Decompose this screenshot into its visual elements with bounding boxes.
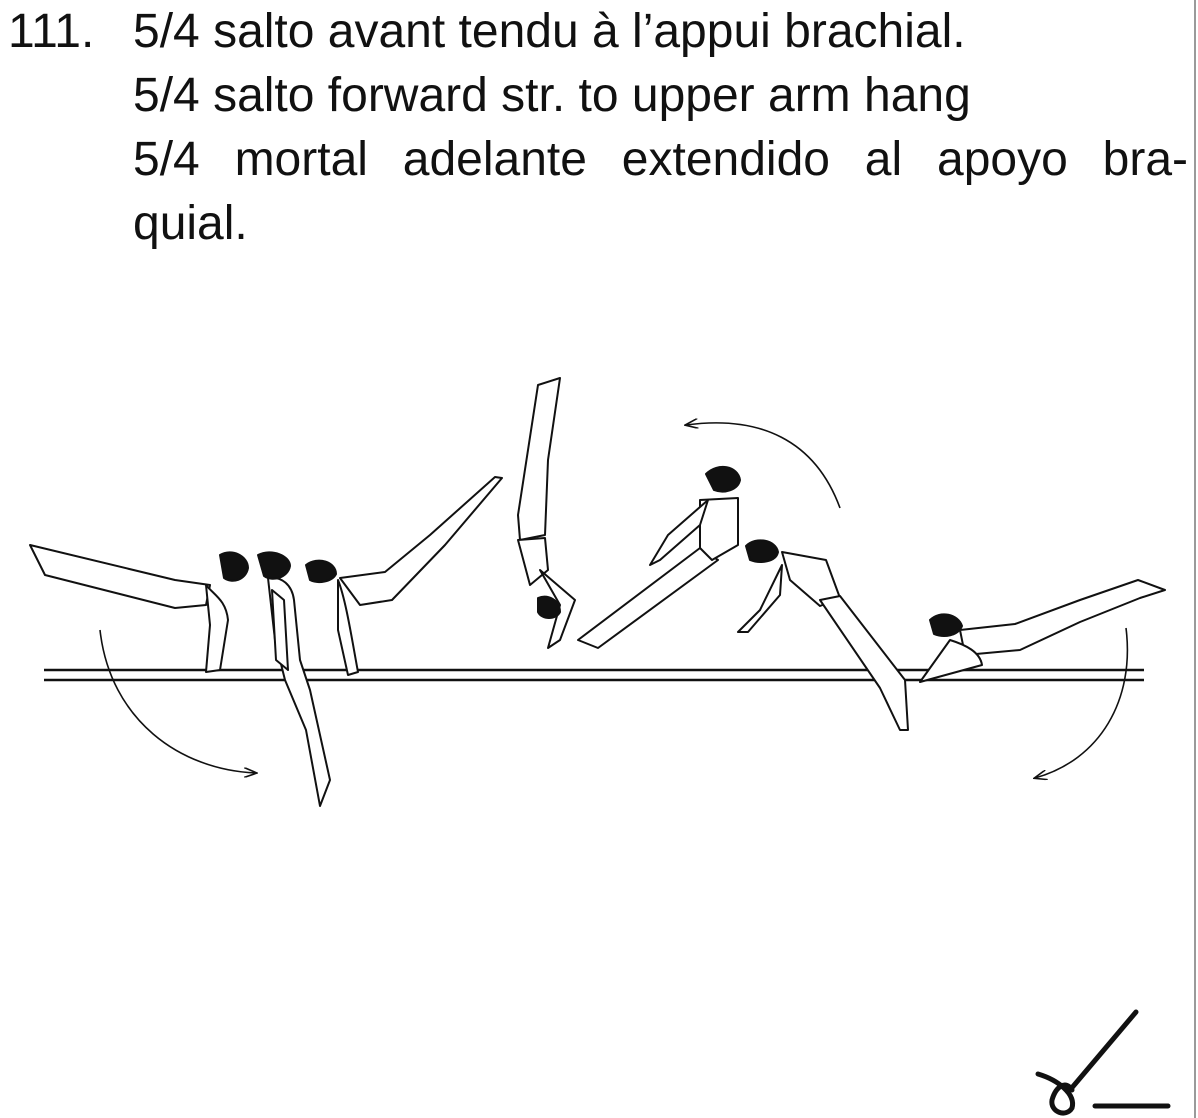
arrow-right-swing	[1035, 627, 1129, 778]
arrow-left-swing	[99, 629, 256, 773]
gymnast-pose-2	[257, 551, 331, 807]
gymnast-pose-4	[517, 377, 576, 649]
description-french: 5/4 salto avant tendu à l’appui brachial…	[133, 5, 966, 58]
description-english: 5/4 salto forward str. to upper arm hang	[133, 69, 971, 122]
rotation-arrows	[99, 423, 1129, 778]
element-number: 111.	[8, 5, 95, 58]
difficulty-symbol-icon	[1035, 1009, 1171, 1116]
gymnast-pose-1	[29, 544, 249, 673]
gymnast-pose-5	[577, 465, 741, 649]
gymnast-illustration	[29, 377, 1166, 807]
arrow-top-salto	[686, 423, 841, 509]
gymnast-pose-6	[737, 539, 909, 731]
description-spanish-continued: quial.	[133, 197, 248, 250]
gymnast-pose-3	[305, 476, 503, 676]
page-edge-rule	[1194, 0, 1196, 1118]
description-spanish: 5/4 mortal adelante extendido al apoyo b…	[133, 133, 1188, 186]
gymnast-pose-7	[919, 579, 1166, 683]
element-description: 5/4 salto avant tendu à l’appui brachial…	[133, 0, 1188, 256]
